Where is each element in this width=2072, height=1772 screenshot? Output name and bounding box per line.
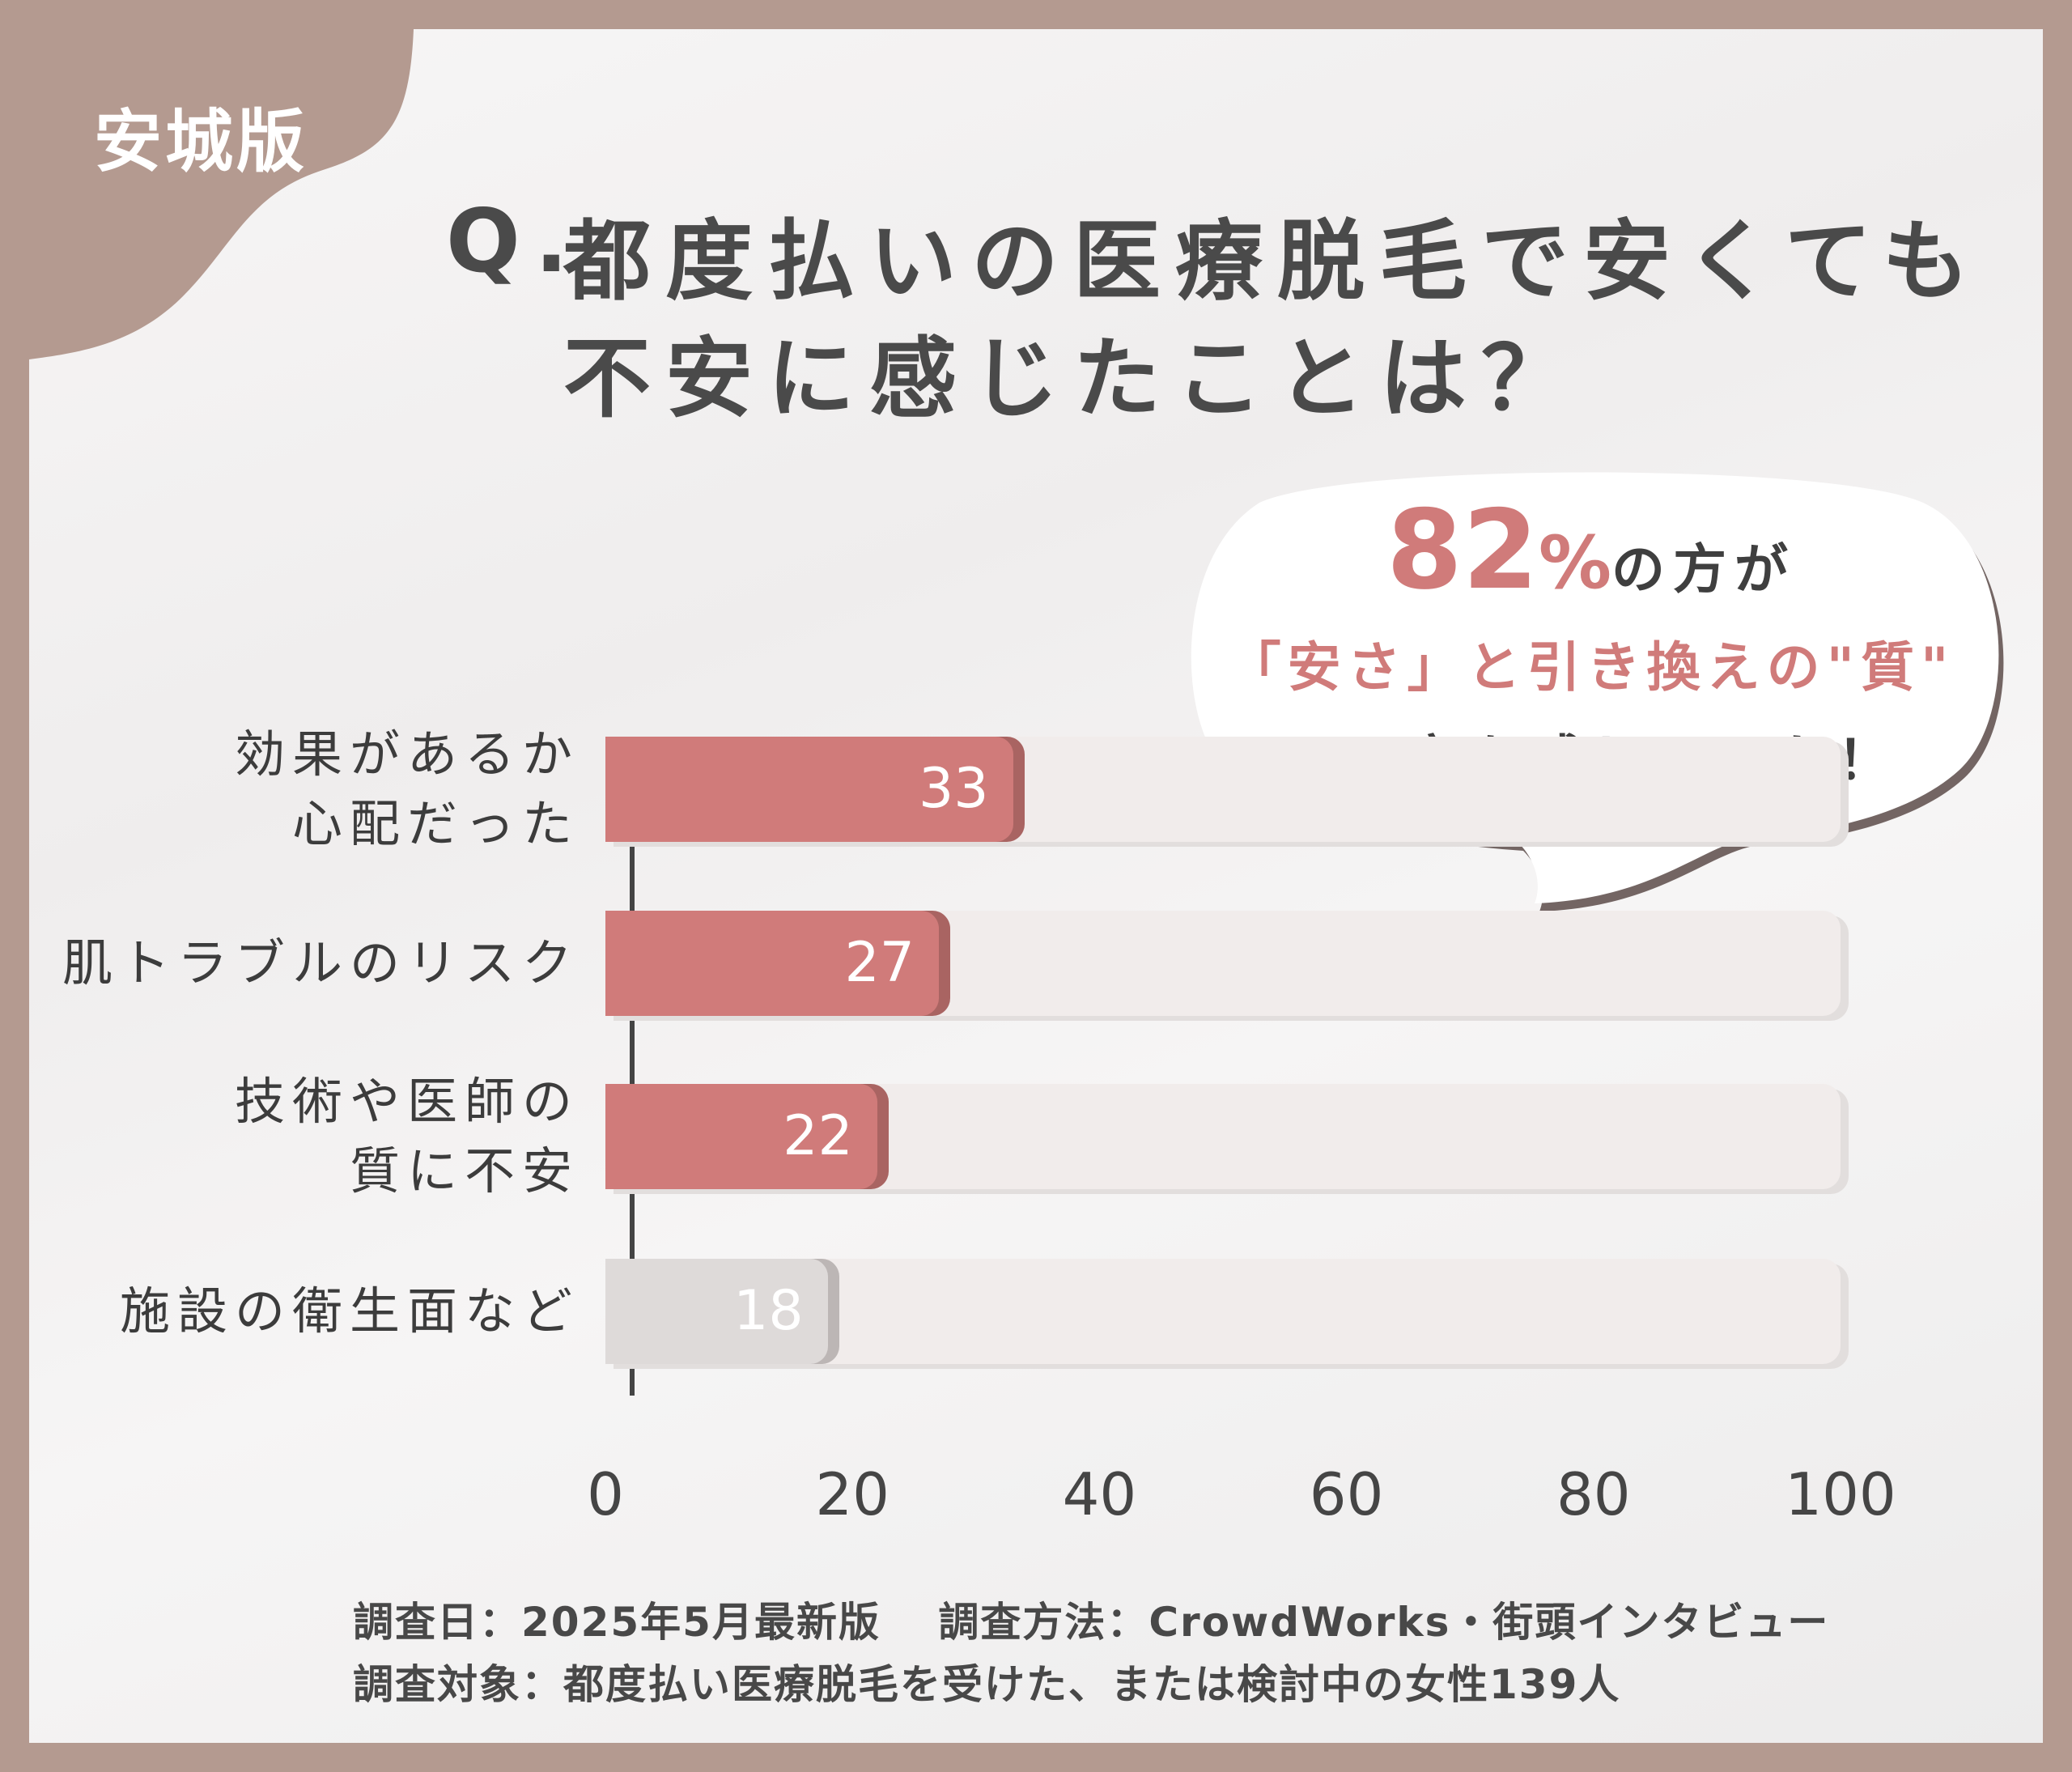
corner-badge-shape [29, 29, 414, 359]
category-label-line: 施設の衛生面など [119, 1281, 580, 1341]
x-tick-label: 60 [1309, 1460, 1384, 1528]
category-label-line: 質に不安 [349, 1141, 580, 1200]
bar [605, 1259, 828, 1364]
x-tick-label: 80 [1556, 1460, 1631, 1528]
category-label: 効果があるか心配だった [235, 720, 580, 859]
category-label-line: 技術や医師の [234, 1072, 580, 1131]
bar-value-label: 22 [783, 1104, 853, 1168]
callout-line-1: 82%の方が [1170, 487, 2012, 614]
card: 安城版 Q. 都度払いの医療脱毛で安くても 不安に感じたことは？ 82%の方が … [29, 29, 2043, 1743]
title-line-1: 都度払いの医療脱毛で安くても [563, 211, 1985, 312]
x-tick-label: 20 [815, 1460, 890, 1528]
bar-value-label: 33 [919, 757, 989, 821]
bar [605, 737, 1013, 842]
region-badge: 安城版 [94, 102, 308, 181]
category-label-line: 心配だった [291, 794, 580, 853]
callout-percent-unit: % [1538, 521, 1612, 606]
bar-value-label: 27 [844, 931, 915, 995]
callout-percent: 82 [1386, 487, 1539, 614]
callout-line-1-rest: の方が [1611, 538, 1797, 601]
bar [605, 1084, 877, 1189]
bar [605, 911, 940, 1016]
title-line-2: 不安に感じたことは？ [563, 329, 1584, 430]
category-label: 技術や医師の質に不安 [235, 1067, 580, 1206]
category-label: 施設の衛生面など [120, 1277, 580, 1346]
title-prefix: Q. [446, 191, 583, 292]
category-label: 肌トラブルのリスク [62, 928, 580, 998]
y-axis-line [630, 766, 635, 1396]
x-tick-label: 100 [1785, 1460, 1896, 1528]
bar-value-label: 18 [733, 1279, 804, 1343]
x-tick-label: 0 [587, 1460, 624, 1528]
category-label-line: 効果があるか [234, 725, 580, 784]
footnote-survey-date-method: 調査日：2025年5月最新版 調査方法：CrowdWorks・街頭インタビュー [353, 1599, 1830, 1646]
callout-line-2: 「安さ」と引き換えの"質" [1227, 636, 1955, 699]
category-label-line: 肌トラブルのリスク [62, 933, 580, 992]
footnote-survey-target: 調査対象：都度払い医療脱毛を受けた、または検討中の女性139人 [353, 1661, 1621, 1708]
x-tick-label: 40 [1062, 1460, 1137, 1528]
